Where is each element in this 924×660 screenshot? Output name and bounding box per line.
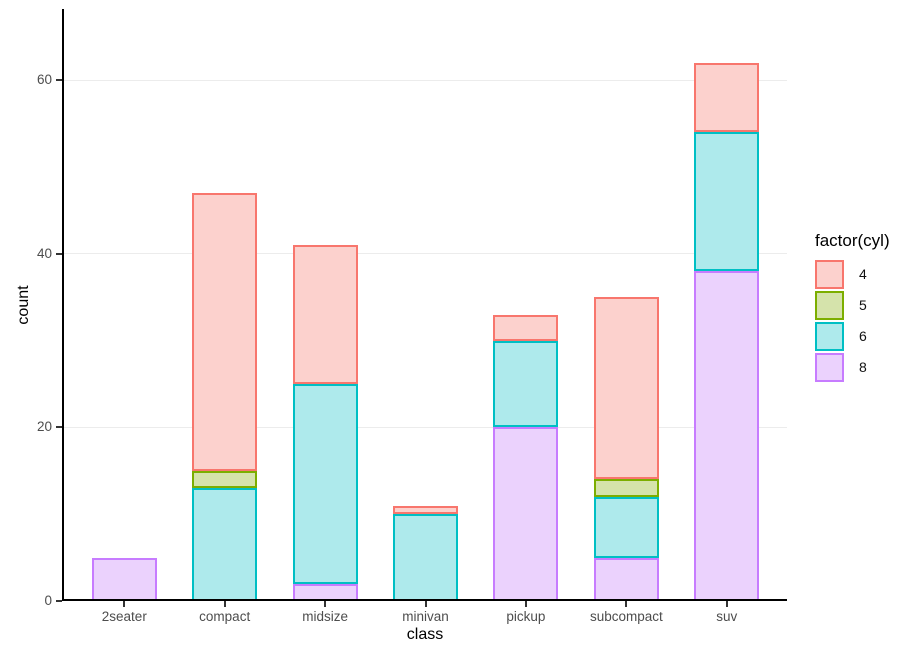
x-tick-label: compact: [199, 609, 251, 624]
x-tick-label: minivan: [402, 609, 449, 624]
bar-segment-compact-cyl4: [192, 192, 258, 471]
x-tick: [424, 601, 427, 607]
x-tick-label: pickup: [506, 609, 546, 624]
legend-label: 6: [859, 328, 867, 344]
x-tick: [725, 601, 728, 607]
bar-segment-pickup-cyl4: [493, 314, 559, 341]
bar-segment-minivan-cyl4: [393, 505, 458, 515]
x-tick-label: midsize: [302, 609, 348, 624]
gridline: [64, 426, 787, 428]
y-tick-label: 60: [36, 72, 52, 87]
legend-key-swatch: [815, 353, 844, 382]
y-tick: [56, 426, 62, 429]
gridline: [64, 253, 787, 255]
legend-key-swatch: [815, 322, 844, 351]
bar-segment-suv-cyl8: [694, 271, 760, 601]
bar-segment-midsize-cyl6: [292, 383, 358, 584]
bar-segment-compact-cyl6: [192, 488, 258, 601]
x-tick: [123, 601, 126, 607]
y-tick: [56, 79, 62, 81]
bar-segment-subcompact-cyl8: [593, 557, 659, 601]
x-tick: [324, 601, 327, 607]
y-axis-title: count: [15, 285, 32, 325]
x-tick-label: 2seater: [101, 609, 147, 624]
legend-item-cyl8: 8: [805, 352, 923, 383]
bar-segment-compact-cyl5: [192, 470, 258, 489]
gridline: [64, 79, 787, 81]
legend-item-cyl4: 4: [805, 259, 923, 290]
legend-label: 4: [859, 266, 867, 282]
x-axis-title: class: [406, 626, 444, 643]
legend-items: 4 5 6 8: [805, 259, 923, 383]
legend-key-swatch: [815, 260, 844, 289]
bar-segment-subcompact-cyl5: [593, 479, 659, 497]
bar-segment-midsize-cyl4: [292, 245, 358, 384]
y-tick-label: 0: [44, 593, 52, 608]
legend: factor(cyl) 4 5 6 8: [805, 231, 923, 383]
legend-item-cyl6: 6: [805, 321, 923, 352]
bar-segment-pickup-cyl8: [493, 427, 559, 601]
x-tick: [524, 601, 527, 607]
legend-label: 8: [859, 359, 867, 375]
x-axis-line: [62, 599, 787, 601]
y-tick: [56, 252, 62, 255]
legend-item-cyl5: 5: [805, 290, 923, 321]
y-tick: [56, 600, 62, 602]
legend-label: 5: [859, 297, 867, 313]
bar-segment-suv-cyl6: [694, 132, 760, 271]
x-tick: [223, 601, 226, 607]
bar-segment-subcompact-cyl6: [593, 496, 659, 558]
bar-segment-2seater-cyl8: [91, 557, 157, 601]
legend-key-swatch: [815, 291, 844, 320]
bar-segment-minivan-cyl6: [393, 514, 458, 601]
plot-panel: [64, 9, 787, 601]
y-tick-label: 20: [36, 419, 52, 435]
x-tick-label: suv: [716, 609, 738, 624]
x-tick: [625, 601, 628, 607]
x-tick-label: subcompact: [589, 609, 663, 624]
legend-title: factor(cyl): [815, 231, 890, 250]
y-tick-label: 40: [36, 245, 52, 261]
bar-segment-suv-cyl4: [694, 62, 760, 133]
bar-segment-pickup-cyl6: [493, 340, 559, 428]
y-axis-line: [62, 9, 64, 601]
bar-segment-subcompact-cyl4: [593, 297, 659, 480]
